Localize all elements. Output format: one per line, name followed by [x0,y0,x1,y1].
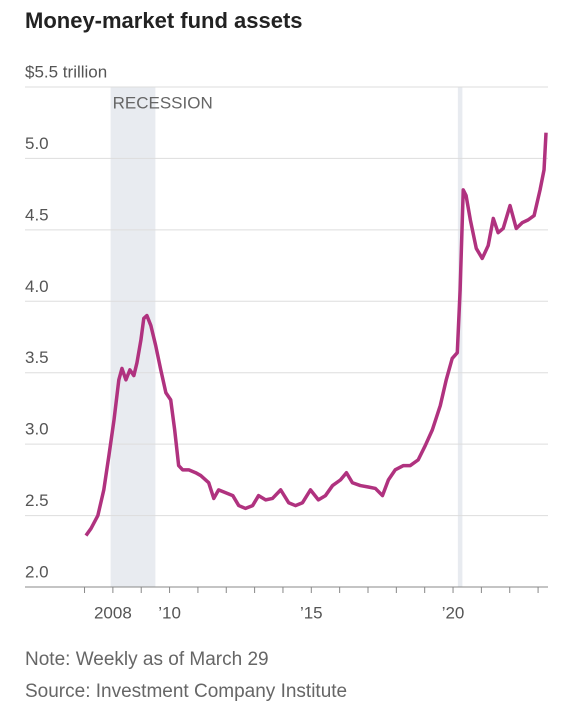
recession-band [110,87,156,587]
annotation: RECESSION [113,93,213,112]
note: Note: Weekly as of March 29 [25,649,269,670]
y-tick-label: $5.5 trillion [25,62,107,81]
x-tick-label: 2008 [94,603,132,622]
y-tick-label: 4.0 [25,277,49,296]
y-tick-label: 3.0 [25,420,49,439]
x-tick-label: ’15 [300,603,323,622]
source: Source: Investment Company Institute [25,681,347,702]
recession-band [457,87,463,587]
y-tick-label: 4.5 [25,205,49,224]
y-tick-label: 3.5 [25,348,49,367]
x-tick-label: ’10 [158,603,181,622]
data-line [84,132,548,537]
y-tick-label: 5.0 [25,134,49,153]
y-tick-label: 2.5 [25,491,49,510]
y-tick-label: 2.0 [25,562,49,581]
x-tick-label: ’20 [442,603,465,622]
chart-title: Money-market fund assets [25,8,303,33]
